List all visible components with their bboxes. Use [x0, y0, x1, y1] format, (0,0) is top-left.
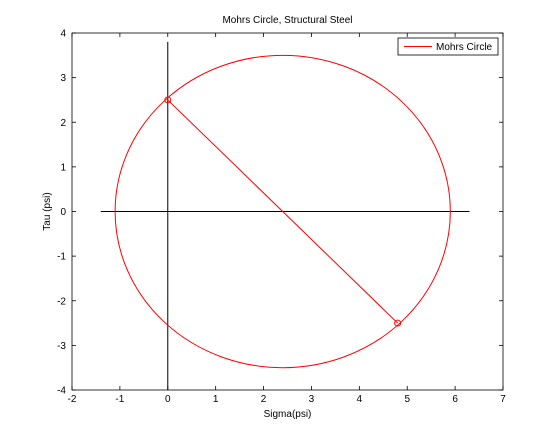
diameter-point-0	[164, 96, 172, 104]
diameter-line	[167, 99, 398, 324]
x-axis-label: Sigma(psi)	[264, 409, 312, 420]
legend-label: Mohrs Circle	[436, 42, 493, 53]
y-tick-label: 0	[60, 207, 66, 218]
x-tick-label: 2	[261, 394, 267, 405]
y-tick-label: -2	[57, 296, 66, 307]
legend: Mohrs Circle	[397, 37, 499, 56]
x-tick-label: 6	[452, 394, 458, 405]
x-tick-label: 5	[404, 394, 410, 405]
y-tick-label: 2	[60, 118, 66, 129]
x-tick-label: 1	[213, 394, 219, 405]
x-tick-label: 4	[357, 394, 363, 405]
x-tick-label: 3	[309, 394, 315, 405]
y-axis-label: Tau (psi)	[42, 192, 53, 230]
diameter-point-1	[394, 319, 402, 327]
y-tick-label: -1	[57, 252, 66, 263]
y-tick-label: -3	[57, 341, 66, 352]
mohrs-circle-series-0	[114, 54, 451, 369]
axis-ticks: -2 -1 0 1 2 3 4 5 6 7 -4 -3 -2 -1 0 1 2 3 4	[57, 29, 506, 406]
y-tick-label: 3	[60, 73, 66, 84]
x-tick-label: -2	[68, 394, 77, 405]
chart-title: Mohrs Circle, Structural Steel	[222, 15, 352, 26]
y-tick-label: 4	[60, 29, 66, 40]
x-tick-label: 7	[500, 394, 506, 405]
x-tick-label: 0	[165, 394, 171, 405]
y-tick-label: -4	[57, 386, 66, 397]
y-tick-label: 1	[60, 162, 66, 173]
plot-marks	[100, 41, 470, 390]
x-tick-label: -1	[115, 394, 124, 405]
legend-box	[397, 37, 499, 56]
